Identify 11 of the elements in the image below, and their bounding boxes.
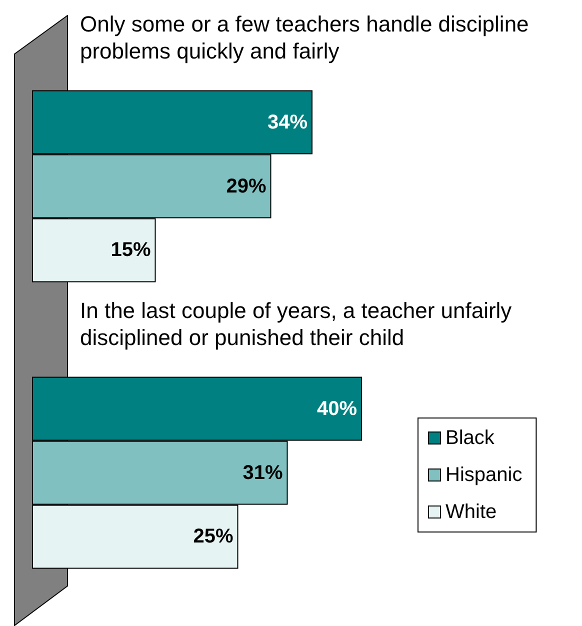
data-label: 15% <box>110 239 151 262</box>
data-label: 31% <box>242 462 283 484</box>
y-tick-label: Only some or a few teachers handle discipline problems quickly and fairly <box>80 11 535 64</box>
y-tick-label: In the last couple of years, a teacher unfairly disciplined or punished their child <box>80 298 518 350</box>
data-label: 25% <box>193 526 234 548</box>
legend-label: Black <box>446 427 496 449</box>
legend-label: Hispanic <box>446 464 522 486</box>
data-label: 40% <box>316 398 358 420</box>
data-label: 34% <box>267 111 308 134</box>
data-label: 29% <box>226 175 266 198</box>
legend-label: White <box>446 501 497 523</box>
